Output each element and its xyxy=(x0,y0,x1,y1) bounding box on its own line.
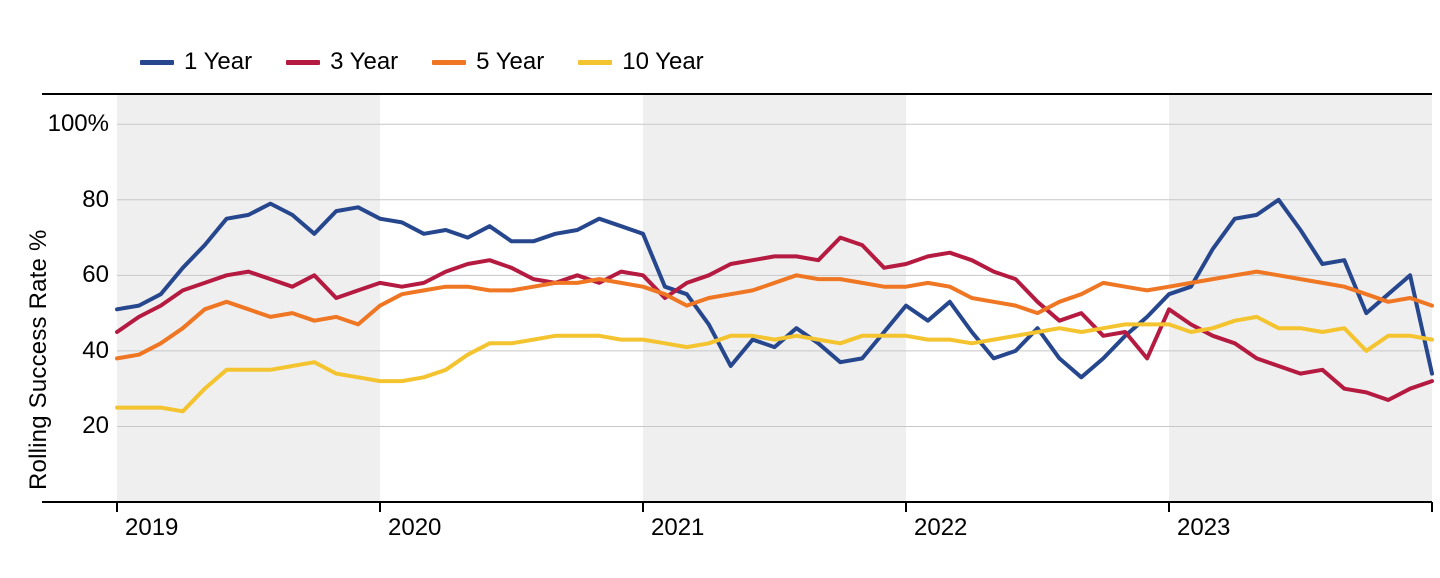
x-tick-2023: 2023 xyxy=(1177,514,1230,542)
y-tick-100: 100% xyxy=(48,110,109,138)
y-tick-40: 40 xyxy=(82,337,109,365)
legend-label-10year: 10 Year xyxy=(622,48,703,76)
legend-label-5year: 5 Year xyxy=(476,48,544,76)
y-tick-60: 60 xyxy=(82,261,109,289)
legend-label-3year: 3 Year xyxy=(330,48,398,76)
y-tick-20: 20 xyxy=(82,412,109,440)
legend-swatch-5year xyxy=(432,60,466,65)
legend-item-10year: 10 Year xyxy=(578,48,703,76)
legend-item-5year: 5 Year xyxy=(432,48,544,76)
legend-swatch-1year xyxy=(140,60,174,65)
x-tick-2020: 2020 xyxy=(388,514,441,542)
x-tick-2022: 2022 xyxy=(914,514,967,542)
legend-swatch-10year xyxy=(578,60,612,65)
legend-item-1year: 1 Year xyxy=(140,48,252,76)
x-tick-2019: 2019 xyxy=(125,514,178,542)
chart-container: Rolling Success Rate % 1 Year 3 Year 5 Y… xyxy=(0,0,1440,578)
legend-label-1year: 1 Year xyxy=(184,48,252,76)
legend-item-3year: 3 Year xyxy=(286,48,398,76)
x-tick-2021: 2021 xyxy=(651,514,704,542)
y-tick-80: 80 xyxy=(82,186,109,214)
y-axis-title: Rolling Success Rate % xyxy=(25,229,53,490)
chart-svg xyxy=(0,0,1440,578)
legend-swatch-3year xyxy=(286,60,320,65)
legend: 1 Year 3 Year 5 Year 10 Year xyxy=(140,48,704,76)
